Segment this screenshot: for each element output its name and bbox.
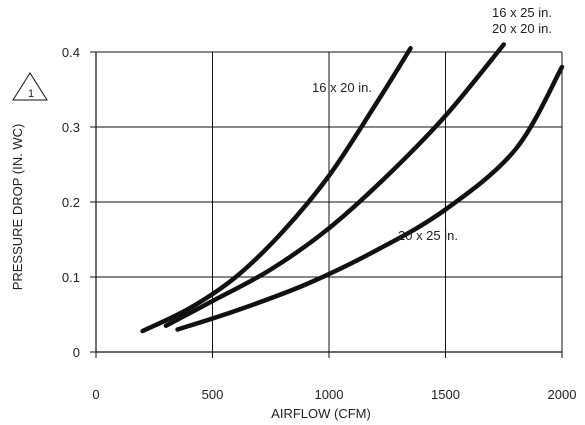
series-label-16-x-20-in: 16 x 20 in. [312, 80, 372, 95]
note-triangle-icon [12, 72, 48, 101]
series-label-20-x-25-in: 20 x 25 in. [398, 228, 458, 243]
x-axis-label: AIRFLOW (CFM) [271, 406, 371, 421]
series-layer [140, 42, 565, 334]
series-line-16-x-20-in [140, 46, 413, 334]
series-label-16-x-25-in-20-x-20-in: 16 x 25 in. 20 x 20 in. [492, 5, 552, 36]
grid-lines [96, 51, 563, 352]
y-tick-label-0.2: 0.2 [62, 195, 80, 210]
y-tick-label-0.3: 0.3 [62, 120, 80, 135]
curve-labels: 16 x 20 in. 16 x 25 in. 20 x 20 in. 20 x 25… [312, 5, 552, 243]
note-marker-text: 1 [28, 88, 34, 100]
y-tick-label-0.1: 0.1 [62, 270, 80, 285]
axis-labels: AIRFLOW (CFM) PRESSURE DROP (IN. WC) [10, 124, 371, 421]
x-tick-label-1000: 1000 [315, 387, 344, 402]
series-label-line-16-x-25-in-20-x-20-in-0: 16 x 25 in. [492, 5, 552, 20]
x-tick-label-2000: 2000 [548, 387, 577, 402]
axes: 0 500 1000 1500 2000 0 0.1 0.2 0.3 0.4 [62, 45, 577, 402]
y-axis-label: PRESSURE DROP (IN. WC) [10, 124, 25, 291]
note-marker: 1 [12, 72, 48, 101]
series-label-line-16-x-25-in-20-x-20-in-1: 20 x 20 in. [492, 21, 552, 36]
series-label-line-20-x-25-in-0: 20 x 25 in. [398, 228, 458, 243]
series-line-16-x-25-in-20-x-20-in [163, 42, 506, 328]
series-line-20-x-25-in [175, 64, 565, 332]
y-tick-label-0: 0 [73, 345, 80, 360]
x-tick-label-0: 0 [92, 387, 99, 402]
series-label-line-16-x-20-in-0: 16 x 20 in. [312, 80, 372, 95]
x-tick-label-500: 500 [202, 387, 224, 402]
y-tick-label-0.4: 0.4 [62, 45, 80, 60]
x-tick-label-1500: 1500 [431, 387, 460, 402]
